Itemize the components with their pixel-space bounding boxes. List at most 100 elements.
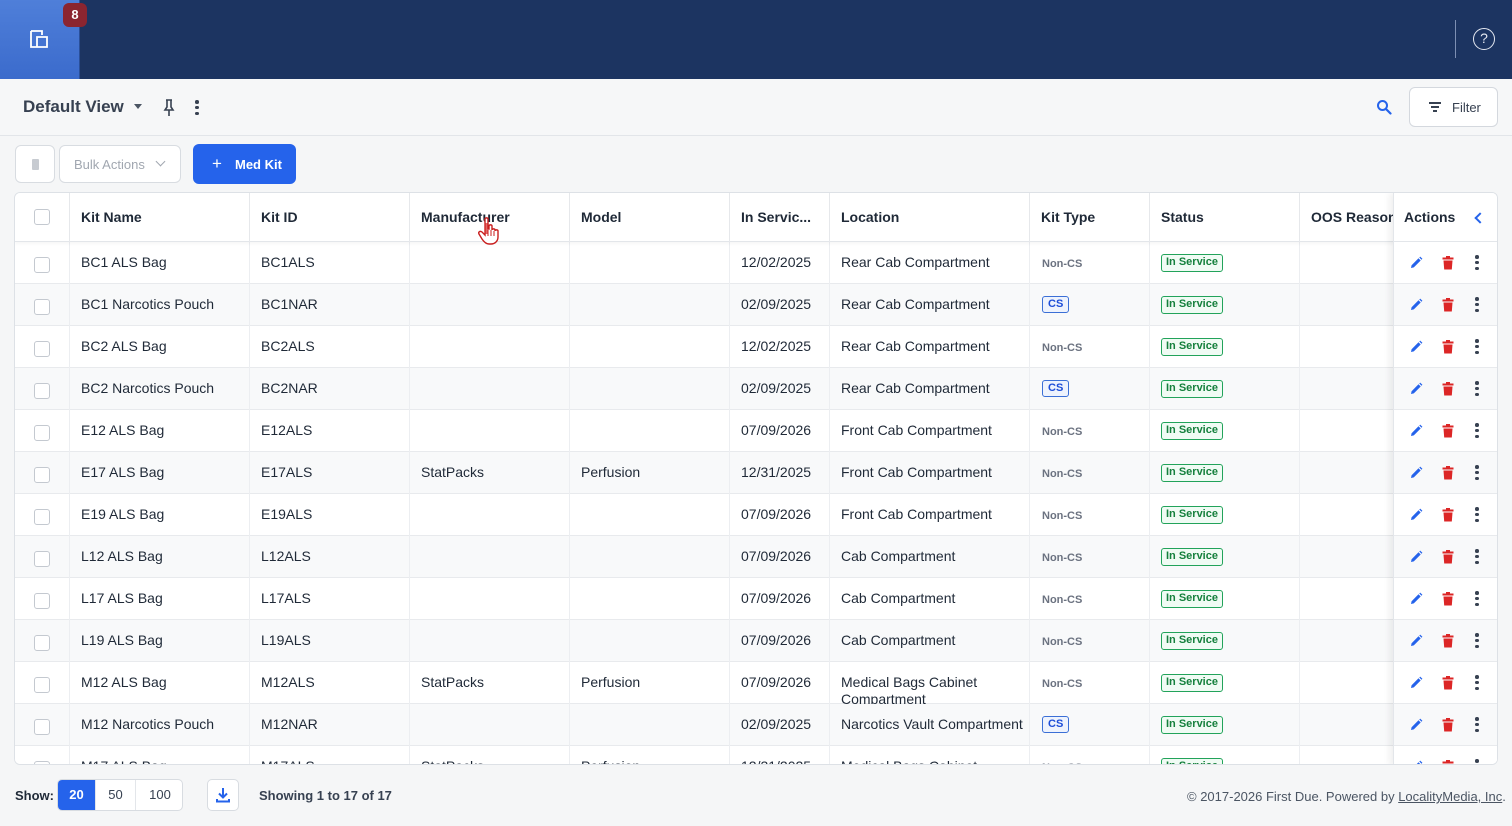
table-row[interactable]: M12 Narcotics Pouch M12NAR 02/09/2025 Narco… bbox=[15, 704, 1497, 746]
delete-icon[interactable] bbox=[1442, 382, 1454, 396]
table-row[interactable]: BC2 ALS Bag BC2ALS 12/02/2025 Rear Cab Comp… bbox=[15, 326, 1497, 368]
row-more-icon[interactable] bbox=[1475, 339, 1479, 355]
chevron-left-icon[interactable] bbox=[1474, 212, 1486, 224]
locality-media-link[interactable]: LocalityMedia, Inc bbox=[1398, 789, 1503, 804]
table-row[interactable]: BC1 Narcotics Pouch BC1NAR 02/09/2025 Rear … bbox=[15, 284, 1497, 326]
help-icon[interactable]: ? bbox=[1473, 28, 1495, 50]
row-more-icon[interactable] bbox=[1475, 717, 1479, 733]
page-size-50[interactable]: 50 bbox=[96, 780, 136, 810]
edit-icon[interactable] bbox=[1409, 382, 1423, 396]
column-header-model[interactable]: Model bbox=[570, 193, 730, 242]
column-header-kit-name[interactable]: Kit Name bbox=[70, 193, 250, 242]
row-checkbox[interactable] bbox=[34, 761, 50, 764]
page-size-20[interactable]: 20 bbox=[58, 780, 96, 810]
column-header-oos-reason[interactable]: OOS Reason bbox=[1311, 209, 1397, 225]
delete-icon[interactable] bbox=[1442, 550, 1454, 564]
row-more-icon[interactable] bbox=[1475, 675, 1479, 691]
row-checkbox[interactable] bbox=[34, 383, 50, 399]
row-more-icon[interactable] bbox=[1475, 255, 1479, 271]
caret-down-icon[interactable] bbox=[134, 104, 142, 109]
select-all-checkbox[interactable] bbox=[34, 209, 50, 225]
row-checkbox[interactable] bbox=[34, 299, 50, 315]
delete-icon[interactable] bbox=[1442, 256, 1454, 270]
filter-button[interactable]: Filter bbox=[1409, 87, 1498, 127]
edit-icon[interactable] bbox=[1409, 676, 1423, 690]
add-med-kit-button[interactable]: + Med Kit bbox=[193, 144, 296, 184]
edit-icon[interactable] bbox=[1409, 592, 1423, 606]
column-header-manufacturer[interactable]: Manufacturer bbox=[410, 193, 570, 242]
column-header-in-service[interactable]: In Servic... bbox=[730, 193, 830, 242]
table-row[interactable]: BC2 Narcotics Pouch BC2NAR 02/09/2025 Rear … bbox=[15, 368, 1497, 410]
delete-icon[interactable] bbox=[1442, 676, 1454, 690]
edit-icon[interactable] bbox=[1409, 760, 1423, 765]
notification-badge[interactable]: 8 bbox=[63, 3, 87, 27]
edit-icon[interactable] bbox=[1409, 424, 1423, 438]
page-size-100[interactable]: 100 bbox=[149, 787, 171, 802]
row-checkbox[interactable] bbox=[34, 677, 50, 693]
delete-icon[interactable] bbox=[1442, 718, 1454, 732]
row-more-icon[interactable] bbox=[1475, 465, 1479, 481]
row-checkbox[interactable] bbox=[34, 341, 50, 357]
table-row[interactable]: L19 ALS Bag L19ALS 07/09/2026 Cab Compartme… bbox=[15, 620, 1497, 662]
delete-icon[interactable] bbox=[1442, 508, 1454, 522]
row-checkbox[interactable] bbox=[34, 719, 50, 735]
delete-icon[interactable] bbox=[1442, 634, 1454, 648]
edit-icon[interactable] bbox=[1409, 256, 1423, 270]
row-checkbox[interactable] bbox=[34, 551, 50, 567]
table-row[interactable]: M17 ALS BagM17ALSStatPacksPerfusion12/31… bbox=[15, 746, 1497, 764]
table-row[interactable]: L12 ALS Bag L12ALS 07/09/2026 Cab Compartme… bbox=[15, 536, 1497, 578]
column-header-status[interactable]: Status bbox=[1150, 193, 1300, 242]
column-header-kit-id[interactable]: Kit ID bbox=[250, 193, 410, 242]
edit-icon[interactable] bbox=[1409, 550, 1423, 564]
row-more-icon[interactable] bbox=[1475, 633, 1479, 649]
status-badge: In Service bbox=[1161, 506, 1223, 524]
chevron-down-icon bbox=[155, 156, 166, 167]
cell-kit-id: L19ALS bbox=[250, 620, 410, 662]
row-checkbox[interactable] bbox=[34, 509, 50, 525]
view-more-icon[interactable] bbox=[195, 100, 199, 116]
kit-type-badge: Non-CS bbox=[1042, 258, 1083, 270]
cell-kit-name: E12 ALS Bag bbox=[70, 410, 250, 452]
column-header-kit-type[interactable]: Kit Type bbox=[1030, 193, 1150, 242]
cell-oos-reason bbox=[1300, 620, 1400, 662]
table-row[interactable]: M12 ALS Bag M12ALS StatPacks Perfusion 07/09… bbox=[15, 662, 1497, 704]
delete-icon[interactable] bbox=[1442, 592, 1454, 606]
delete-icon[interactable] bbox=[1442, 760, 1454, 765]
column-header-location[interactable]: Location bbox=[830, 193, 1030, 242]
select-toggle-button[interactable] bbox=[15, 145, 55, 183]
download-button[interactable] bbox=[207, 779, 239, 811]
table-row[interactable]: E12 ALS Bag E12ALS 07/09/2026 Front Cab Com… bbox=[15, 410, 1497, 452]
table-row[interactable]: BC1 ALS Bag BC1ALS 12/02/2025 Rear Cab Comp… bbox=[15, 242, 1497, 284]
edit-icon[interactable] bbox=[1409, 508, 1423, 522]
edit-icon[interactable] bbox=[1409, 298, 1423, 312]
view-selector-title[interactable]: Default View bbox=[23, 97, 124, 116]
row-checkbox[interactable] bbox=[34, 635, 50, 651]
table-row[interactable]: E17 ALS Bag E17ALS StatPacks Perfusion 12/31… bbox=[15, 452, 1497, 494]
edit-icon[interactable] bbox=[1409, 466, 1423, 480]
row-more-icon[interactable] bbox=[1475, 759, 1479, 764]
delete-icon[interactable] bbox=[1442, 424, 1454, 438]
delete-icon[interactable] bbox=[1442, 466, 1454, 480]
row-checkbox[interactable] bbox=[34, 593, 50, 609]
edit-icon[interactable] bbox=[1409, 634, 1423, 648]
row-checkbox[interactable] bbox=[34, 425, 50, 441]
row-more-icon[interactable] bbox=[1475, 423, 1479, 439]
cell-manufacturer: StatPacks bbox=[410, 662, 570, 704]
row-checkbox[interactable] bbox=[34, 257, 50, 273]
row-checkbox[interactable] bbox=[34, 467, 50, 483]
row-more-icon[interactable] bbox=[1475, 297, 1479, 313]
cell-in-service-date: 07/09/2026 bbox=[730, 410, 830, 452]
edit-icon[interactable] bbox=[1409, 718, 1423, 732]
delete-icon[interactable] bbox=[1442, 340, 1454, 354]
bulk-actions-dropdown[interactable]: Bulk Actions bbox=[59, 145, 181, 183]
pin-icon[interactable] bbox=[163, 99, 175, 117]
row-more-icon[interactable] bbox=[1475, 591, 1479, 607]
table-row[interactable]: E19 ALS Bag E19ALS 07/09/2026 Front Cab Com… bbox=[15, 494, 1497, 536]
search-icon[interactable] bbox=[1376, 99, 1392, 115]
edit-icon[interactable] bbox=[1409, 340, 1423, 354]
row-more-icon[interactable] bbox=[1475, 381, 1479, 397]
delete-icon[interactable] bbox=[1442, 298, 1454, 312]
row-more-icon[interactable] bbox=[1475, 507, 1479, 523]
row-more-icon[interactable] bbox=[1475, 549, 1479, 565]
table-row[interactable]: L17 ALS Bag L17ALS 07/09/2026 Cab Compartme… bbox=[15, 578, 1497, 620]
